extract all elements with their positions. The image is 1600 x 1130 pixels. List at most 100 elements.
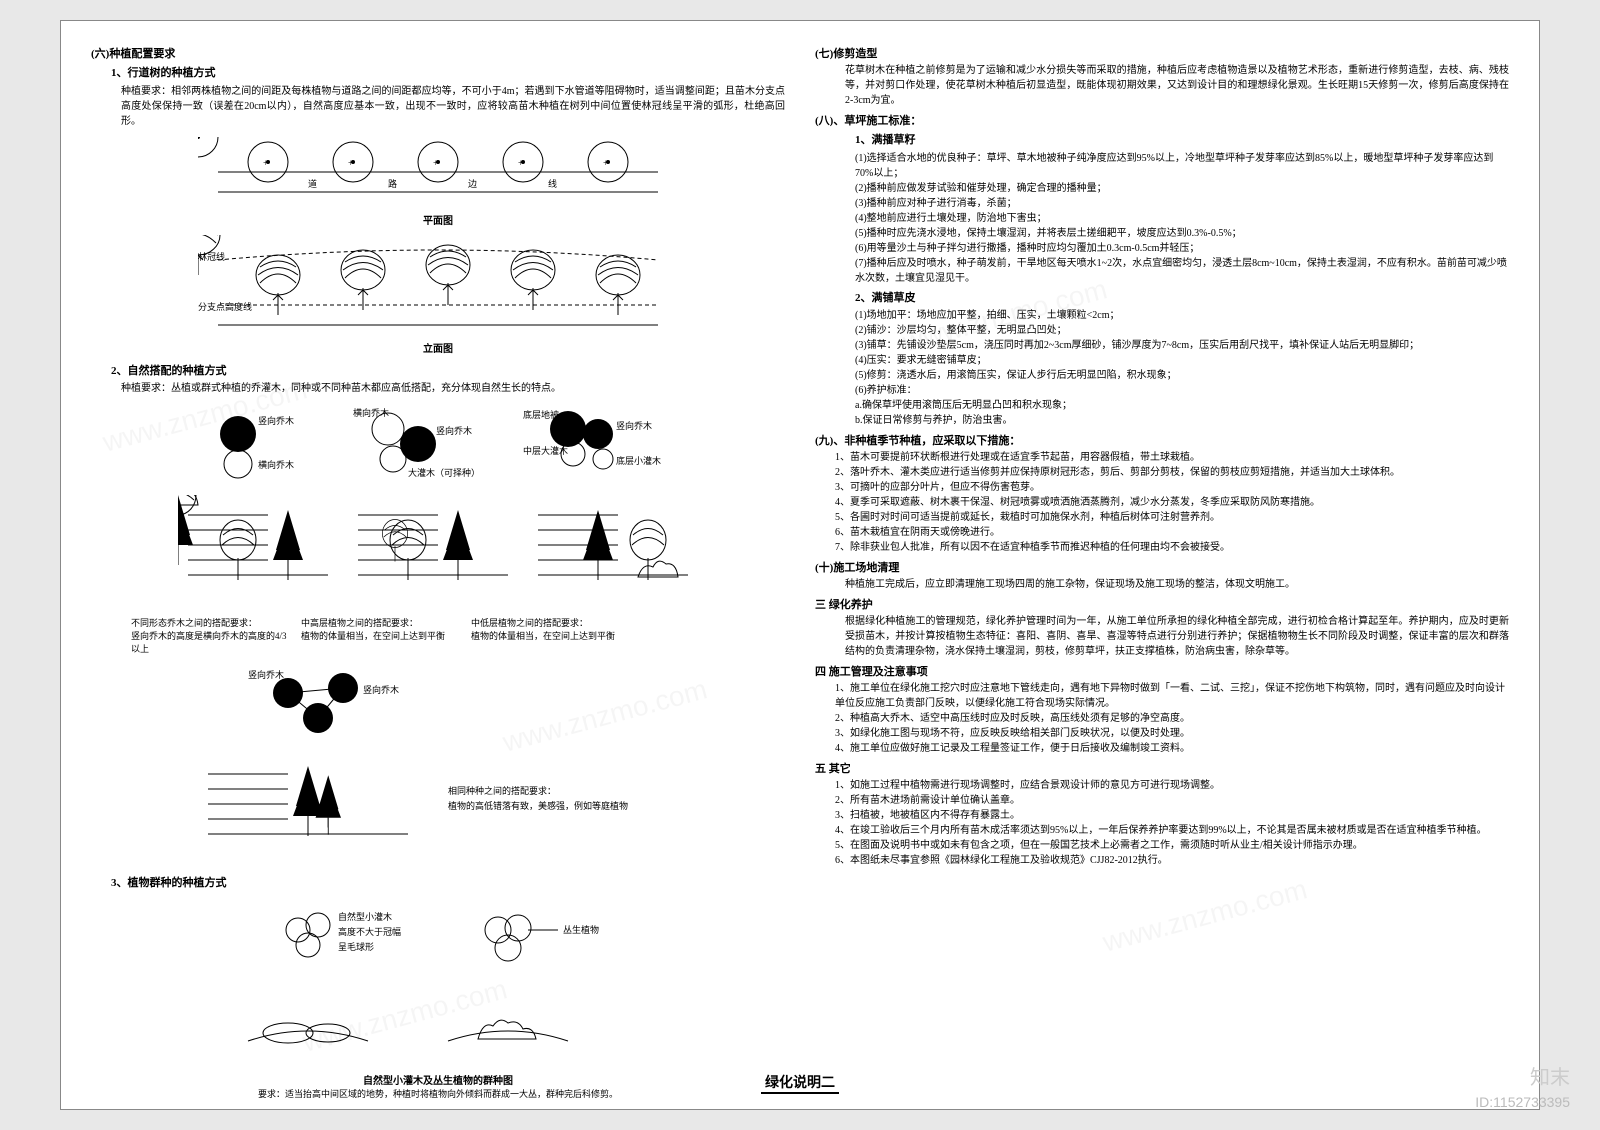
list-item: (4)压实：要求无缝密铺草皮； (855, 353, 1509, 368)
sub2-heading: 2、满铺草皮 (855, 290, 1509, 307)
lbl-midshrub: 中层大灌木 (523, 445, 568, 456)
cap1b: 竖向乔木的高度是横向乔木的高度的4/3以上 (131, 629, 291, 655)
label-line: 线 (548, 178, 557, 189)
label-branch-line: 分支点高度线 (198, 301, 252, 312)
lbl-horiz2: 横向乔木 (353, 407, 389, 418)
list-item: (2)播种前应做发芽试验和催芽处理，确定合理的播种量； (855, 181, 1509, 196)
list-item: 3、扫植被，地被植区内不得存有暴露土。 (835, 808, 1509, 823)
lbl-cluster: 丛生植物 (563, 924, 599, 935)
section7-title: (七)修剪造型 (815, 45, 1509, 61)
footer-id: ID:1152733395 (1475, 1094, 1570, 1110)
lbl-vert-tree: 竖向乔木 (248, 669, 284, 680)
list-item: (5)播种时应先浇水浸地，保持土壤湿润，并将表层土搓细耙平，坡度应达到0.3%-… (855, 226, 1509, 241)
list-item: b.保证日常修剪与养护，防治虫害。 (855, 413, 1509, 428)
item2-body: 种植要求：丛植或群式种植的乔灌木，同种或不同种苗木都应高低搭配，充分体现自然生长… (121, 381, 785, 396)
label-crown-line: 林冠线 (198, 251, 225, 262)
page-title: 绿化说明二 (761, 1072, 839, 1094)
lbl-height-note: 高度不大于冠幅 (338, 926, 401, 937)
document-page: (六)种植配置要求 1、行道树的种植方式 种植要求：相邻两株植物之间的间距及每株… (60, 20, 1540, 1110)
section6-title: (六)种植配置要求 (91, 45, 785, 61)
list-item: 5、各圃时对时间可适当提前或延长，栽植时可加施保水剂，种植后树体可注射营养剂。 (835, 510, 1509, 525)
lbl-ball: 呈毛球形 (338, 941, 374, 952)
lbl-lowcover: 底层地被 (523, 409, 559, 420)
list-item: (7)播种后应及时喷水，种子萌发前，干旱地区每天喷水1~2次，水点宜细密均匀，浸… (855, 256, 1509, 286)
list-item: 2、种植高大乔木、适空中高压线时应及时反映，高压线处须有足够的净空高度。 (835, 711, 1509, 726)
section3-body: 根据绿化种植施工的管理规范，绿化养护管理时间为一年，从施工单位所承担的绿化种植全… (845, 614, 1509, 659)
list-item: (6)用等量沙土与种子拌匀进行撒播，播种时应均匀覆加土0.3cm-0.5cm并轻… (855, 241, 1509, 256)
figure-same-species: 相同种种之间的搭配要求： 植物的高低错落有致，美感强，例如等庭植物 (91, 754, 785, 867)
cap1: 不同形态乔木之间的搭配要求： 竖向乔木的高度是横向乔木的高度的4/3以上 (131, 616, 291, 655)
list-item: 6、苗木栽植宜在阴雨天或傍晚进行。 (835, 525, 1509, 540)
cap1a: 不同形态乔木之间的搭配要求： (131, 616, 291, 629)
section3-title: 三 绿化养护 (815, 596, 1509, 612)
left-column: (六)种植配置要求 1、行道树的种植方式 种植要求：相邻两株植物之间的间距及每株… (91, 41, 785, 1089)
item3-heading: 3、植物群种的种植方式 (111, 875, 785, 892)
sub1-heading: 1、满播草籽 (855, 132, 1509, 149)
cap3a: 中低层植物之间的搭配要求： (471, 616, 631, 629)
cap3b: 植物的体量相当，在空间上达到平衡 (471, 629, 631, 642)
section7-body: 花草树木在种植之前修剪是为了运输和减少水分损失等而采取的措施，种植后应考虑植物造… (845, 63, 1509, 108)
label-side: 边 (468, 179, 477, 189)
figure-elevation: 林冠线 分支点高度线 立面图 (91, 235, 785, 355)
two-columns: (六)种植配置要求 1、行道树的种植方式 种植要求：相邻两株植物之间的间距及每株… (91, 41, 1509, 1089)
lbl-bigshrub: 大灌木（可择种） (408, 467, 480, 478)
figure-cluster-elev (91, 991, 785, 1064)
group-captions-row: 不同形态乔木之间的搭配要求： 竖向乔木的高度是横向乔木的高度的4/3以上 中高层… (131, 616, 785, 655)
list-item: (3)铺草：先铺设沙垫层5cm，浇压同时再加2~3cm厚细砂，铺沙厚度为7~8c… (855, 338, 1509, 353)
lbl-vert: 竖向乔木 (258, 415, 294, 426)
list-item: (1)选择适合水地的优良种子：草坪、草木地被种子纯净度应达到95%以上，冷地型草… (855, 151, 1509, 181)
figure-cluster-plan: 自然型小灌木 高度不大于冠幅 呈毛球形 丛生植物 (91, 900, 785, 983)
lbl-horiz: 横向乔木 (258, 459, 294, 470)
list-item: 2、落叶乔木、灌木类应进行适当修剪并应保持原树冠形态，剪后、剪部分剪枝，保留的剪… (835, 465, 1509, 480)
list-item: a.确保草坪使用滚筒压后无明显凸凹和积水现象； (855, 398, 1509, 413)
section10-body: 种植施工完成后，应立即清理施工现场四周的施工杂物，保证现场及施工现场的整洁，体现… (845, 577, 1509, 592)
item1-heading: 1、行道树的种植方式 (111, 65, 785, 82)
item1-body: 种植要求：相邻两株植物之间的间距及每株植物与道路之间的间距都应均等，不可小于4m… (121, 84, 785, 129)
section5-title: 五 其它 (815, 760, 1509, 776)
list-item: 2、所有苗木进场前需设计单位确认盖章。 (835, 793, 1509, 808)
list-item: 1、如施工过程中植物需进行现场调整时，应结合景观设计师的意见方可进行现场调整。 (835, 778, 1509, 793)
figure-plan-view: + 道 路 边 线 平面图 (91, 137, 785, 227)
section8-title: (八)、草坪施工标准： (815, 112, 1509, 128)
list-item: (5)修剪：浇透水后，用滚筒压实，保证人步行后无明显凹陷，积水现象； (855, 368, 1509, 383)
fig2-caption: 立面图 (91, 340, 785, 355)
label-path: 路 (388, 178, 397, 189)
item2-heading: 2、自然搭配的种植方式 (111, 363, 785, 380)
cap2: 中高层植物之间的搭配要求： 植物的体量相当，在空间上达到平衡 (301, 616, 461, 655)
lbl-vert2: 竖向乔木 (436, 425, 472, 436)
lbl-lowshrub: 底层小灌木 (616, 455, 661, 466)
right-column: (七)修剪造型 花草树木在种植之前修剪是为了运输和减少水分损失等而采取的措施，种… (815, 41, 1509, 1089)
list-item: 4、施工单位应做好施工记录及工程量签证工作，便于日后接收及编制竣工资料。 (835, 741, 1509, 756)
list-item: 3、可摘叶的应部分叶片，但应不得伤害苞芽。 (835, 480, 1509, 495)
cap4a: 相同种种之间的搭配要求： (448, 785, 556, 796)
label-road: 道 (308, 178, 317, 189)
cap3: 中低层植物之间的搭配要求： 植物的体量相当，在空间上达到平衡 (471, 616, 631, 655)
list-item: 3、如绿化施工图与现场不符，应反映反映给相关部门反映状况，以便及时处理。 (835, 726, 1509, 741)
list-item: 1、施工单位在绿化施工挖穴时应注意地下管线走向，遇有地下异物时做到「一看、二试、… (835, 681, 1509, 711)
cluster-cap-title: 自然型小灌木及丛生植物的群种图 (91, 1072, 785, 1087)
lbl-vert-tree2: 竖向乔木 (363, 684, 399, 695)
section10-title: (十)施工场地清理 (815, 559, 1509, 575)
footer-brand: 知末 (1530, 1061, 1570, 1090)
cap4b: 植物的高低错落有致，美感强，例如等庭植物 (448, 800, 628, 811)
cap2a: 中高层植物之间的搭配要求： (301, 616, 461, 629)
list-item: 4、夏季可采取遮蔽、树木裹干保湿、树冠喷雾或喷洒施洒蒸腾剂，减少水分蒸发，冬季应… (835, 495, 1509, 510)
list-item: (1)场地加平：场地应加平整，拍细、压实，土壤颗粒<2cm； (855, 308, 1509, 323)
list-item: 6、本图纸未尽事宜参照《园林绿化工程施工及验收规范》CJJ82-2012执行。 (835, 853, 1509, 868)
figure-plan-groups: 竖向乔木 横向乔木 横向乔木 竖向乔木 大灌木（可择种） 底层地被 竖向乔木 中… (91, 404, 785, 487)
list-item: 4、在竣工验收后三个月内所有苗木成活率须达到95%以上，一年后保养养护率要达到9… (835, 823, 1509, 838)
lbl-vert3: 竖向乔木 (616, 420, 652, 431)
list-item: 5、在图面及说明书中或如未有包含之项，但在一般国艺技术上必需者之工作，需须随时听… (835, 838, 1509, 853)
fig1-caption: 平面图 (91, 212, 785, 227)
list-item: 7、除非获业包人批准，所有以因不在适宜种植季节而推迟种植的任何理由均不会被接受。 (835, 540, 1509, 555)
list-item: (4)整地前应进行土壤处理，防治地下害虫； (855, 211, 1509, 226)
section4-title: 四 施工管理及注意事项 (815, 663, 1509, 679)
cap2b: 植物的体量相当，在空间上达到平衡 (301, 629, 461, 642)
list-item: (2)铺沙：沙层均匀，整体平整，无明显凸凹处； (855, 323, 1509, 338)
figure-elev-groups (91, 495, 785, 608)
list-item: (3)播种前应对种子进行消毒，杀菌； (855, 196, 1509, 211)
cluster-cap-body: 要求：适当抬高中间区域的地势，种植时将植物向外倾斜而群成一大丛，群种完后科修剪。 (91, 1087, 785, 1100)
list-item: (6)养护标准： (855, 383, 1509, 398)
lbl-small-shrub: 自然型小灌木 (338, 911, 392, 922)
list-item: 1、苗木可要提前环状断根进行处理或在适宜季节起苗，用容器假植，带土球栽植。 (835, 450, 1509, 465)
